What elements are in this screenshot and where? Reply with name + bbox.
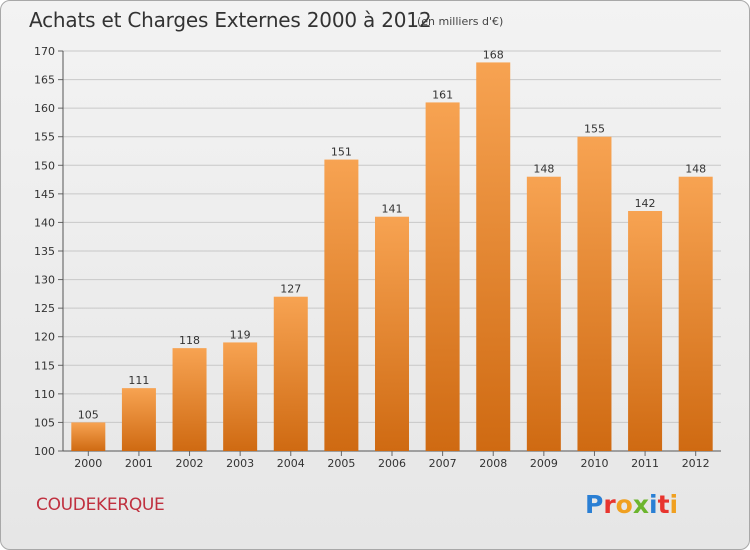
x-tick-label: 2009	[530, 457, 558, 470]
x-tick-label: 2006	[378, 457, 406, 470]
data-label: 148	[533, 163, 554, 176]
data-labels: 105 111 118 119 127 151 141 161 168 148 155 142 148	[78, 48, 706, 421]
x-tick-label: 2000	[74, 457, 102, 470]
x-tick-label: 2010	[580, 457, 608, 470]
y-tick-label: 135	[34, 245, 55, 258]
data-label: 168	[483, 48, 504, 61]
data-label: 151	[331, 146, 352, 159]
bar-2012	[678, 176, 713, 451]
x-tick-label: 2003	[226, 457, 254, 470]
y-tick-label: 100	[34, 445, 55, 458]
y-tick-label: 150	[34, 159, 55, 172]
x-tick-label: 2001	[125, 457, 153, 470]
x-tick-label: 2002	[176, 457, 204, 470]
y-tick-label: 130	[34, 274, 55, 287]
city-name: COUDEKERQUE	[36, 495, 165, 515]
y-tick-label: 165	[34, 74, 55, 87]
y-tick-label: 170	[34, 45, 55, 58]
proxiti-logo: Proxiti	[585, 490, 679, 519]
data-label: 141	[382, 203, 403, 216]
x-tick-label: 2011	[631, 457, 659, 470]
x-tick-label: 2005	[327, 457, 355, 470]
bar-2003	[223, 342, 258, 451]
y-tick-label: 160	[34, 102, 55, 115]
bar-2000	[71, 422, 106, 451]
y-tick-label: 125	[34, 302, 55, 315]
data-label: 119	[230, 328, 251, 341]
bar-2008	[476, 62, 511, 452]
y-tick-label: 115	[34, 359, 55, 372]
bar-2011	[628, 211, 663, 451]
bar-2005	[324, 159, 359, 452]
x-tick-label: 2008	[479, 457, 507, 470]
bar-2010	[577, 136, 612, 451]
chart-title: Achats et Charges Externes 2000 à 2012	[29, 8, 432, 32]
chart-subtitle: (en milliers d'€)	[417, 15, 504, 28]
bar-2001	[121, 388, 156, 451]
data-label: 127	[280, 283, 301, 296]
y-tick-label: 155	[34, 131, 55, 144]
bars	[71, 62, 713, 452]
bar-2002	[172, 348, 207, 451]
bar-2006	[375, 216, 409, 451]
y-tick-label: 105	[34, 416, 55, 429]
y-tick-label: 140	[34, 216, 55, 229]
bar-2007	[425, 102, 460, 451]
y-tick-label: 120	[34, 331, 55, 344]
y-tick-label: 145	[34, 188, 55, 201]
data-label: 118	[179, 334, 200, 347]
data-label: 105	[78, 408, 99, 421]
bar-2009	[526, 176, 561, 451]
x-tick-label: 2012	[682, 457, 710, 470]
bar-2004	[273, 296, 308, 451]
data-label: 161	[432, 88, 453, 101]
data-label: 111	[128, 374, 149, 387]
data-label: 155	[584, 123, 605, 136]
data-label: 142	[635, 197, 656, 210]
x-tick-label: 2004	[277, 457, 305, 470]
x-tick-label: 2007	[429, 457, 457, 470]
y-tick-label: 110	[34, 388, 55, 401]
data-label: 148	[685, 163, 706, 176]
